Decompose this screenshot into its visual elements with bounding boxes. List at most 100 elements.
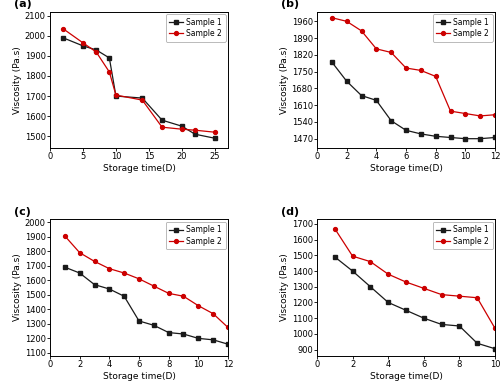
Sample 2 — [210, 311, 216, 316]
Sample 1 — [474, 341, 480, 346]
Sample 2 — [60, 27, 66, 31]
Sample 2 — [106, 266, 112, 271]
Sample 1 — [332, 255, 338, 259]
Text: (a): (a) — [14, 0, 32, 9]
X-axis label: Storage time(D): Storage time(D) — [102, 164, 176, 173]
Sample 1 — [344, 79, 349, 84]
Line: Sample 1: Sample 1 — [63, 265, 230, 346]
Sample 2 — [166, 291, 172, 296]
Sample 2 — [462, 111, 468, 116]
Sample 2 — [403, 66, 409, 70]
Sample 1 — [166, 330, 172, 335]
Line: Sample 2: Sample 2 — [61, 27, 217, 134]
Sample 1 — [418, 131, 424, 136]
Sample 2 — [385, 272, 391, 276]
Sample 1 — [492, 346, 498, 351]
Sample 1 — [385, 300, 391, 305]
Sample 2 — [358, 29, 364, 33]
Sample 2 — [418, 68, 424, 73]
Sample 1 — [113, 94, 119, 99]
Sample 2 — [106, 70, 112, 74]
Sample 2 — [332, 226, 338, 231]
Sample 2 — [113, 93, 119, 97]
Sample 2 — [159, 125, 165, 129]
Sample 2 — [350, 254, 356, 258]
Sample 1 — [106, 56, 112, 60]
Y-axis label: Viscosity (Pa.s): Viscosity (Pa.s) — [13, 254, 22, 321]
Sample 1 — [62, 265, 68, 269]
Sample 2 — [456, 294, 462, 298]
Sample 1 — [432, 134, 438, 139]
Sample 1 — [192, 132, 198, 136]
Sample 2 — [432, 74, 438, 79]
Sample 1 — [350, 269, 356, 273]
Legend: Sample 1, Sample 2: Sample 1, Sample 2 — [432, 14, 492, 42]
Text: (d): (d) — [282, 206, 300, 217]
Sample 2 — [492, 326, 498, 331]
Sample 1 — [151, 323, 157, 328]
Sample 1 — [462, 136, 468, 141]
Line: Sample 2: Sample 2 — [333, 227, 497, 330]
Sample 1 — [93, 48, 99, 52]
Text: (c): (c) — [14, 206, 32, 217]
Sample 2 — [93, 50, 99, 54]
Sample 1 — [403, 308, 409, 313]
Line: Sample 2: Sample 2 — [330, 16, 497, 118]
Sample 1 — [374, 98, 380, 103]
Sample 1 — [159, 118, 165, 122]
Sample 1 — [136, 319, 142, 323]
Sample 2 — [62, 234, 68, 239]
Sample 2 — [225, 325, 231, 330]
Line: Sample 1: Sample 1 — [330, 60, 497, 141]
Y-axis label: Viscosity (Pa.s): Viscosity (Pa.s) — [280, 254, 289, 321]
Sample 1 — [225, 342, 231, 346]
Sample 1 — [368, 284, 374, 289]
Sample 1 — [329, 60, 335, 65]
Sample 1 — [180, 332, 186, 336]
Sample 1 — [76, 271, 82, 275]
Sample 2 — [196, 303, 202, 308]
Sample 1 — [121, 294, 127, 299]
Sample 2 — [140, 98, 145, 102]
Sample 1 — [179, 124, 185, 129]
Sample 1 — [421, 316, 427, 321]
Sample 2 — [136, 276, 142, 281]
Y-axis label: Viscosity (Pa.s): Viscosity (Pa.s) — [280, 46, 289, 114]
Legend: Sample 1, Sample 2: Sample 1, Sample 2 — [166, 14, 226, 42]
Sample 2 — [329, 15, 335, 20]
Line: Sample 1: Sample 1 — [61, 36, 217, 140]
Sample 1 — [477, 136, 483, 141]
Sample 1 — [456, 324, 462, 328]
Sample 2 — [212, 130, 218, 135]
Y-axis label: Viscosity (Pa.s): Viscosity (Pa.s) — [13, 46, 22, 114]
Sample 2 — [180, 294, 186, 299]
Legend: Sample 1, Sample 2: Sample 1, Sample 2 — [166, 222, 226, 249]
Sample 2 — [344, 19, 349, 24]
Sample 2 — [477, 113, 483, 118]
X-axis label: Storage time(D): Storage time(D) — [370, 164, 442, 173]
Sample 2 — [368, 259, 374, 264]
Sample 1 — [106, 287, 112, 291]
Sample 1 — [212, 136, 218, 141]
Sample 1 — [438, 322, 444, 327]
Text: (b): (b) — [282, 0, 300, 9]
Sample 2 — [76, 250, 82, 255]
Sample 2 — [448, 109, 454, 113]
Sample 2 — [403, 280, 409, 284]
X-axis label: Storage time(D): Storage time(D) — [102, 372, 176, 381]
Sample 1 — [80, 43, 86, 48]
Line: Sample 1: Sample 1 — [333, 255, 497, 351]
Sample 1 — [448, 135, 454, 140]
Sample 1 — [403, 128, 409, 133]
Sample 2 — [192, 128, 198, 133]
Sample 2 — [179, 127, 185, 131]
Sample 2 — [438, 292, 444, 297]
Line: Sample 2: Sample 2 — [63, 234, 230, 330]
Sample 1 — [210, 337, 216, 342]
Sample 2 — [80, 41, 86, 45]
Legend: Sample 1, Sample 2: Sample 1, Sample 2 — [432, 222, 492, 249]
Sample 1 — [358, 93, 364, 98]
Sample 2 — [421, 286, 427, 291]
Sample 2 — [92, 259, 98, 264]
Sample 2 — [151, 284, 157, 289]
